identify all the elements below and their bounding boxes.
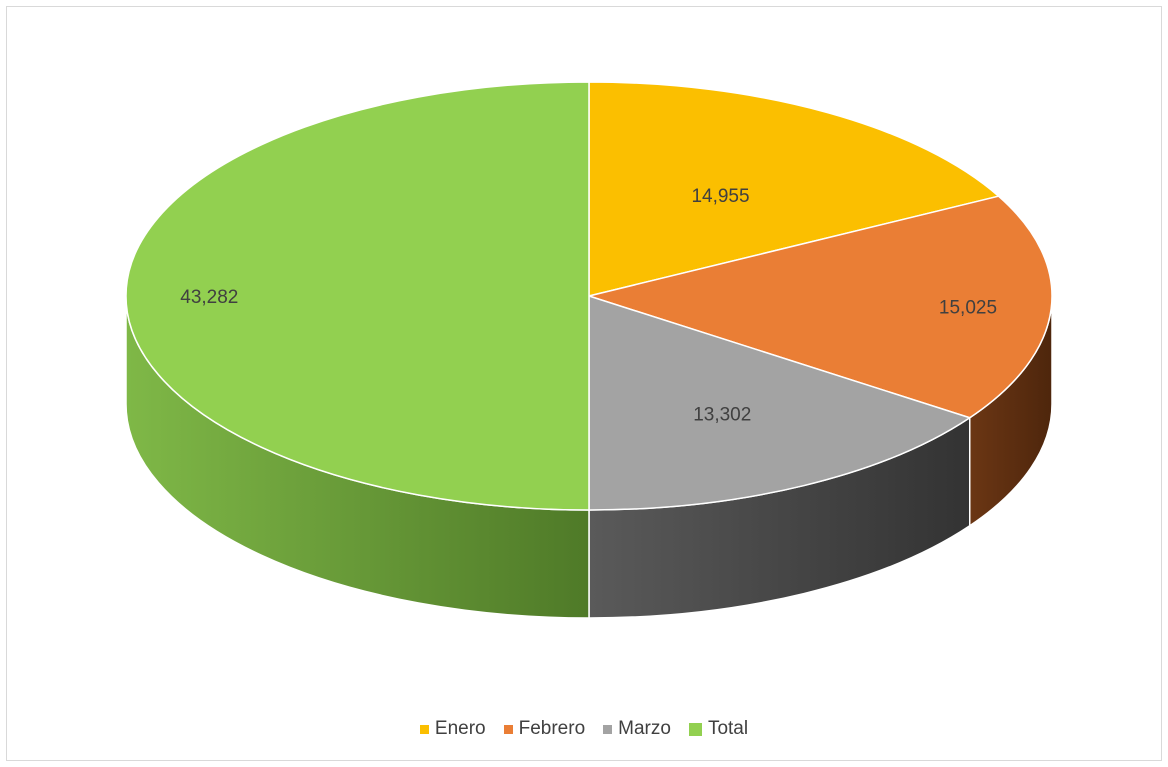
data-label-marzo: 13,302	[693, 405, 751, 426]
data-label-total: 43,282	[180, 287, 238, 308]
legend-swatch-total	[688, 722, 702, 736]
legend-label-enero: Enero	[434, 718, 486, 739]
legend-swatch-marzo	[603, 724, 613, 734]
legend-swatch-enero	[419, 724, 429, 734]
legend-item-marzo[interactable]: Marzo	[603, 718, 671, 740]
legend-label-total: Total	[707, 718, 749, 739]
pie-slice-enero[interactable]	[588, 81, 1001, 297]
data-label-enero: 14,955	[691, 186, 749, 207]
legend-label-marzo: Marzo	[618, 718, 671, 739]
pie-slice-total[interactable]	[125, 81, 590, 511]
legend-item-enero[interactable]: Enero	[419, 718, 486, 740]
pie-slice-marzo[interactable]	[588, 294, 972, 511]
pie-slice-febrero[interactable]	[586, 195, 1053, 419]
legend-item-total[interactable]: Total	[688, 718, 749, 740]
legend: Enero Febrero Marzo Total	[0, 718, 1168, 740]
legend-label-febrero: Febrero	[518, 718, 586, 739]
legend-swatch-febrero	[503, 724, 513, 734]
legend-item-febrero[interactable]: Febrero	[503, 718, 586, 740]
data-label-febrero: 15,025	[939, 298, 997, 319]
